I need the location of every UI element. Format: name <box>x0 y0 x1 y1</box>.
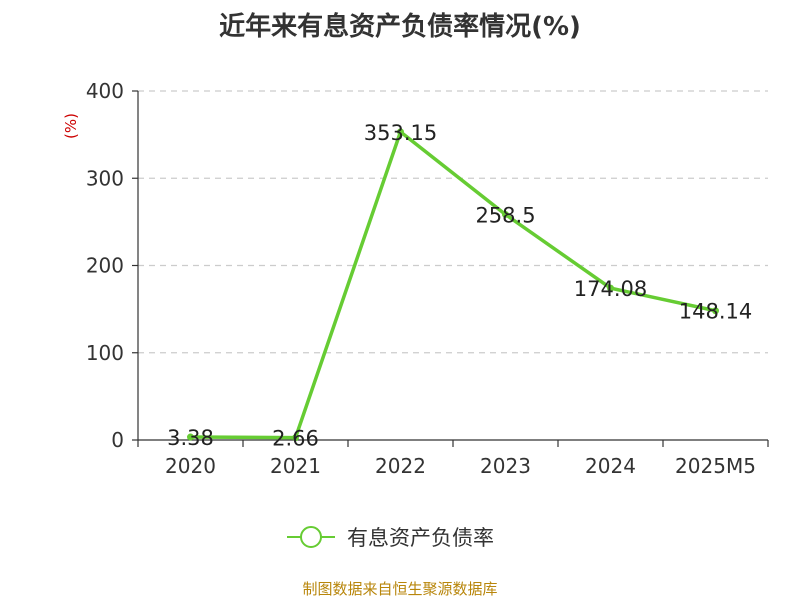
x-tick-label: 2024 <box>585 454 636 478</box>
y-tick-label: 200 <box>86 254 124 278</box>
x-tick-label: 2025M5 <box>675 454 756 478</box>
x-tick-label: 2022 <box>375 454 426 478</box>
grid-lines <box>138 90 768 354</box>
data-label: 3.38 <box>167 426 214 450</box>
x-tick-label: 2023 <box>480 454 531 478</box>
y-tick-label: 400 <box>86 79 124 103</box>
series-line <box>188 130 718 440</box>
legend[interactable]: 有息资产负债率 <box>287 526 494 550</box>
data-point <box>187 433 194 441</box>
data-point <box>502 210 509 218</box>
x-tick-labels: 2020 2021 2022 2023 2024 2025M5 <box>165 454 756 478</box>
x-tick-label: 2021 <box>270 454 321 478</box>
chart-title: 近年来有息资产负债率情况(%) <box>219 12 581 42</box>
data-point <box>292 434 299 442</box>
y-tick-label: 300 <box>86 166 124 190</box>
data-label: 148.14 <box>679 300 752 324</box>
data-label: 2.66 <box>272 427 319 451</box>
legend-label[interactable]: 有息资产负债率 <box>347 526 494 550</box>
data-point <box>607 284 614 292</box>
data-label: 174.08 <box>574 277 647 301</box>
source-note: 制图数据来自恒生聚源数据库 <box>302 580 498 598</box>
data-labels: 3.38 2.66 353.15 258.5 174.08 148.14 <box>167 121 752 451</box>
y-tick-label: 0 <box>111 428 124 452</box>
data-label: 258.5 <box>475 203 535 227</box>
data-label: 353.15 <box>364 121 437 145</box>
x-tick-label: 2020 <box>165 454 216 478</box>
axes <box>132 90 769 447</box>
legend-marker <box>300 526 322 548</box>
y-tick-label: 100 <box>86 341 124 365</box>
data-point <box>397 128 404 136</box>
series-layer <box>187 128 719 442</box>
data-point <box>712 307 719 315</box>
y-axis-label: (%) <box>62 113 80 139</box>
y-tick-labels: 0 100 200 300 400 <box>86 79 124 452</box>
